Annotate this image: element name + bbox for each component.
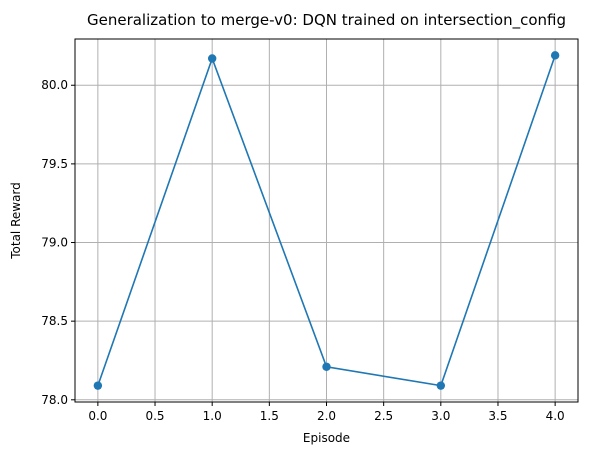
grid [75,39,578,402]
data-point [93,381,103,390]
x-tick-label: 2.5 [374,409,393,423]
x-tick-label: 3.5 [488,409,507,423]
y-tick-label: 79.5 [41,157,68,171]
data-point [207,54,217,63]
x-tick-label: 3.0 [431,409,450,423]
x-tick-label: 2.0 [317,409,336,423]
y-axis-label: Total Reward [9,182,23,260]
y-tick-label: 78.5 [41,314,68,328]
x-tick-label: 4.0 [546,409,565,423]
y-tick-label: 78.0 [41,393,68,407]
x-tick-label: 0.0 [88,409,107,423]
data-point [322,362,331,371]
y-tick-label: 80.0 [41,78,68,92]
y-tick-label: 79.0 [41,236,68,250]
chart-title: Generalization to merge-v0: DQN trained … [87,11,566,30]
x-axis-label: Episode [303,431,350,445]
x-tick-label: 1.0 [203,409,222,423]
data-point [550,51,560,60]
ticks: 0.0 0.5 1.0 1.5 2.0 2.5 3.0 3.5 4.0 78.0 78.5 79.0 7… [41,78,564,423]
series-layer [93,51,560,390]
x-tick-label: 1.5 [260,409,279,423]
x-tick-label: 0.5 [145,409,164,423]
data-point [436,381,446,390]
